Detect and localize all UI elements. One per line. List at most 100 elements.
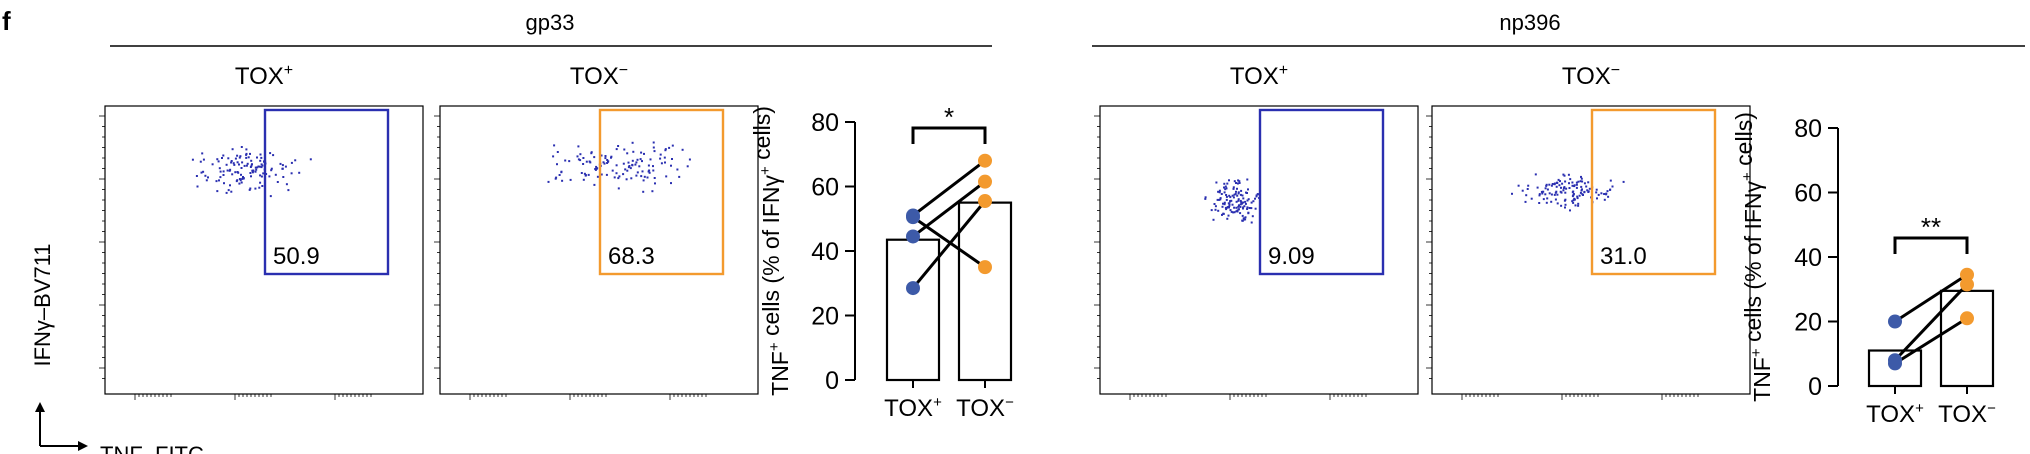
flow-gate — [263, 108, 390, 276]
flow-event-dot — [251, 169, 254, 172]
flow-plot-title-sup: − — [1611, 62, 1620, 79]
panel-label: f — [2, 6, 11, 36]
flow-event-dot — [631, 141, 634, 144]
group-title-gp33: gp33 — [526, 10, 575, 35]
flow-event-dot — [1247, 188, 1249, 191]
flow-event-dot — [242, 176, 244, 178]
flow-event-dot — [626, 169, 629, 172]
flow-event-dot — [207, 176, 209, 179]
flow-event-dot — [1550, 184, 1553, 187]
flow-event-dot — [250, 159, 253, 162]
flow-event-dot — [1225, 198, 1228, 201]
flow-event-dot — [1555, 185, 1558, 188]
flow-event-dot — [236, 161, 239, 164]
flow-event-dot — [1221, 213, 1223, 216]
flow-event-dot — [627, 166, 630, 169]
flow-event-dot — [1538, 194, 1541, 197]
flow-event-dot — [191, 158, 194, 161]
flow-event-dot — [617, 187, 620, 190]
flow-event-dot — [241, 177, 244, 180]
flow-event-dot — [1546, 197, 1549, 200]
flow-event-dot — [1240, 189, 1243, 192]
flow-event-dot — [1233, 206, 1236, 209]
flow-event-dot — [649, 158, 652, 161]
flow-event-dot — [1228, 194, 1231, 197]
bar-category-label-sup: + — [933, 394, 942, 411]
flow-event-dot — [258, 165, 261, 168]
flow-gate-value: 9.09 — [1268, 243, 1315, 270]
flow-event-dot — [282, 176, 285, 178]
flow-event-dot — [1560, 186, 1562, 189]
flow-event-dot — [1569, 178, 1572, 181]
flow-event-dot — [1229, 209, 1232, 212]
paired-point-tox-pos — [906, 210, 920, 225]
paired-point-tox-pos — [906, 229, 920, 244]
flow-event-dot — [247, 156, 250, 159]
flow-event-dot — [249, 152, 251, 155]
flow-event-dot — [1232, 187, 1235, 190]
flow-event-dot — [1235, 206, 1238, 209]
flow-event-dot — [1524, 200, 1527, 203]
flow-event-dot — [1521, 189, 1524, 192]
flow-event-dot — [229, 184, 231, 187]
flow-event-dot — [1232, 196, 1235, 199]
flow-event-dot — [1581, 193, 1584, 196]
flow-event-dot — [553, 144, 556, 147]
flow-event-dot — [249, 187, 252, 190]
flow-event-dot — [1609, 179, 1612, 182]
bar-y-tick-label: 80 — [811, 109, 839, 137]
flow-gate — [598, 108, 725, 276]
flow-event-dot — [1577, 180, 1580, 183]
flow-event-dot — [595, 167, 598, 170]
flow-event-dot — [1572, 201, 1575, 204]
paired-point-tox-neg — [1960, 311, 1974, 326]
flow-event-dot — [1564, 180, 1567, 183]
paired-point-tox-neg — [978, 194, 992, 209]
flow-event-dot — [1606, 190, 1609, 193]
flow-event-dot — [262, 172, 265, 175]
flow-event-dot — [1556, 193, 1559, 196]
flow-event-dot — [1232, 186, 1235, 189]
flow-event-dot — [686, 165, 689, 168]
flow-event-dot — [298, 171, 301, 174]
flow-event-dot — [1553, 183, 1556, 186]
flow-event-dot — [1250, 207, 1253, 210]
flow-event-dot — [652, 169, 655, 172]
flow-event-dot — [1246, 208, 1249, 210]
flow-event-dot — [1542, 190, 1545, 193]
flow-event-dot — [1564, 191, 1567, 194]
group-title-np396: np396 — [1499, 10, 1560, 35]
flow-event-dot — [1223, 182, 1226, 185]
flow-plot: TOX− 31.0 — [1426, 62, 1751, 400]
flow-event-dot — [246, 162, 249, 165]
flow-event-dot — [1562, 189, 1565, 192]
flow-event-dot — [1567, 173, 1570, 176]
flow-event-dot — [242, 177, 245, 180]
flow-event-dot — [1238, 180, 1241, 183]
flow-event-dot — [1564, 206, 1566, 209]
flow-plot: TOX+9.09 — [1094, 62, 1419, 400]
flow-event-dot — [647, 170, 650, 173]
flow-event-dot — [254, 170, 257, 173]
flow-event-dot — [638, 165, 641, 168]
flow-event-dot — [1572, 193, 1575, 195]
flow-event-dot — [1564, 203, 1567, 206]
flow-event-dot — [646, 176, 649, 179]
flow-event-dot — [1568, 182, 1570, 185]
flow-event-dot — [1239, 193, 1242, 196]
flow-event-dot — [250, 175, 252, 178]
flow-event-dot — [629, 167, 632, 170]
flow-event-dot — [1235, 190, 1237, 193]
flow-event-dot — [1559, 190, 1562, 193]
flow-event-dot — [1583, 191, 1586, 194]
bar-y-axis-label: TNF+ cells (% of IFNγ+ cells) — [749, 106, 793, 396]
bar-y-axis-label-part: cells) — [1731, 112, 1757, 172]
flow-event-dot — [1246, 192, 1248, 194]
flow-plot-title-base: TOX — [570, 63, 619, 90]
flow-event-dot — [1573, 197, 1576, 200]
flow-event-dot — [1536, 186, 1539, 189]
flow-event-dot — [585, 160, 588, 163]
flow-event-dot — [1571, 195, 1574, 198]
flow-event-dot — [1554, 198, 1557, 201]
